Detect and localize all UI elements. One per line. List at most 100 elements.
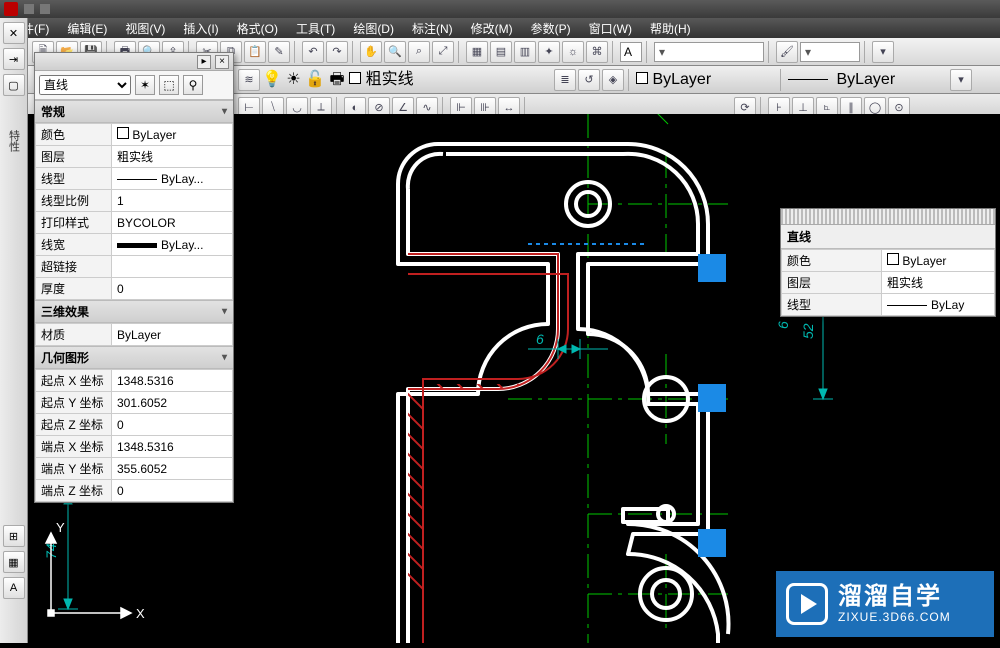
select-objects-icon[interactable]: ⬚ <box>159 75 179 95</box>
app-icon[interactable] <box>4 2 18 16</box>
close-icon[interactable]: ✕ <box>3 22 25 44</box>
prop-label: 端点 Y 坐标 <box>36 458 112 480</box>
layer-prev-icon[interactable]: ↺ <box>578 69 600 91</box>
prop-label: 端点 X 坐标 <box>36 436 112 458</box>
paste-icon[interactable]: 📋 <box>244 41 266 63</box>
titlebar-qat <box>0 0 1000 18</box>
prop-value[interactable]: 355.6052 <box>112 458 233 480</box>
menu-format[interactable]: 格式(O) <box>237 20 278 37</box>
undo-icon[interactable]: ↶ <box>302 41 324 63</box>
qat-item[interactable] <box>24 4 34 14</box>
close-panel-icon[interactable]: × <box>215 55 229 69</box>
sheet-icon[interactable]: ▤ <box>490 41 512 63</box>
object-type-selector[interactable]: 直线 <box>39 75 131 95</box>
prop-value[interactable]: 粗实线 <box>882 272 995 294</box>
separator <box>294 41 298 63</box>
prop-value[interactable]: 0 <box>112 278 233 300</box>
menu-tools[interactable]: 工具(T) <box>296 20 335 37</box>
zoom-icon[interactable]: 🔍 <box>384 41 406 63</box>
color-value: ByLayer <box>652 71 711 88</box>
prop-value[interactable] <box>112 256 233 278</box>
prop-value[interactable]: BYCOLOR <box>112 212 233 234</box>
menu-draw[interactable]: 绘图(D) <box>353 20 394 37</box>
match-icon[interactable]: ✎ <box>268 41 290 63</box>
ucs-y-label: Y <box>56 520 65 535</box>
prop-label: 图层 <box>36 146 112 168</box>
menu-window[interactable]: 窗口(W) <box>589 20 632 37</box>
watermark: 溜溜自学 ZIXUE.3D66.COM <box>776 571 994 637</box>
prop-value[interactable]: ByLay <box>882 294 995 316</box>
zoom-ext-icon[interactable]: ⤢ <box>432 41 454 63</box>
layer-mgr-icon[interactable]: ≋ <box>238 69 260 91</box>
separator <box>628 69 632 91</box>
menu-modify[interactable]: 修改(M) <box>471 20 513 37</box>
layer-iso-icon[interactable]: ◈ <box>602 69 624 91</box>
prop-value[interactable]: 1348.5316 <box>112 436 233 458</box>
prop-value[interactable]: 粗实线 <box>112 146 233 168</box>
markup-icon[interactable]: ☼ <box>562 41 584 63</box>
prop-label: 线型 <box>36 168 112 190</box>
properties-panel: ▸ × 直线 ✶ ⬚ ⚲ 常规 颜色 ByLayer 图层粗实线 线型ByLay… <box>34 52 234 503</box>
prop-value[interactable]: 0 <box>112 414 233 436</box>
section-3d[interactable]: 三维效果 <box>35 300 233 323</box>
more-icon[interactable]: ▾ <box>950 69 972 91</box>
prop-label: 线型比例 <box>36 190 112 212</box>
box-icon[interactable]: ▢ <box>3 74 25 96</box>
linetype-value: ByLayer <box>836 71 895 88</box>
section-geom[interactable]: 几何图形 <box>35 346 233 369</box>
props-icon[interactable]: ▦ <box>466 41 488 63</box>
prop-value[interactable]: ByLay... <box>112 234 233 256</box>
qat-item[interactable] <box>40 4 50 14</box>
grip-endpoint[interactable] <box>698 254 726 282</box>
annoscale-dropdown[interactable] <box>800 42 860 62</box>
text-a-icon[interactable]: A <box>3 577 25 599</box>
prop-value[interactable]: ByLayer <box>112 324 233 346</box>
drag-grip-icon[interactable] <box>781 209 995 225</box>
grid-icon[interactable]: ⊞ <box>3 525 25 547</box>
menu-help[interactable]: 帮助(H) <box>650 20 691 37</box>
quickprops-title: 直线 <box>781 225 995 249</box>
text-style-field[interactable] <box>620 42 642 62</box>
zoom-win-icon[interactable]: ⌕ <box>408 41 430 63</box>
grip-endpoint[interactable] <box>698 529 726 557</box>
table-icon[interactable]: ▦ <box>3 551 25 573</box>
layer-name: 粗实线 <box>366 71 414 88</box>
brush-icon[interactable]: 🖌 <box>776 41 798 63</box>
redo-icon[interactable]: ↷ <box>326 41 348 63</box>
section-general[interactable]: 常规 <box>35 100 233 123</box>
pan-icon[interactable]: ✋ <box>360 41 382 63</box>
prop-label: 颜色 <box>36 124 112 146</box>
prop-value[interactable]: ByLayer <box>112 124 233 146</box>
qcalc-icon[interactable]: ⌘ <box>586 41 608 63</box>
prop-value[interactable]: 1348.5316 <box>112 370 233 392</box>
panel-header[interactable]: ▸ × <box>35 53 233 71</box>
more-icon[interactable]: ▾ <box>872 41 894 63</box>
prop-value[interactable]: 301.6052 <box>112 392 233 414</box>
geom-table: 起点 X 坐标1348.5316 起点 Y 坐标301.6052 起点 Z 坐标… <box>35 369 233 502</box>
quick-select-icon[interactable]: ⚲ <box>183 75 203 95</box>
menu-param[interactable]: 参数(P) <box>531 20 571 37</box>
menu-view[interactable]: 视图(V) <box>125 20 165 37</box>
color-dropdown[interactable]: ByLayer <box>636 71 776 89</box>
linetype-dropdown[interactable]: ByLayer <box>788 71 948 89</box>
prop-value[interactable]: ByLayer <box>882 250 995 272</box>
prop-value[interactable]: ByLay... <box>112 168 233 190</box>
color-swatch <box>636 72 648 84</box>
textstyle-dropdown[interactable] <box>654 42 764 62</box>
quickprops-table: 颜色 ByLayer 图层粗实线 线型ByLay <box>781 249 995 316</box>
prop-value[interactable]: 1 <box>112 190 233 212</box>
menu-insert[interactable]: 插入(I) <box>183 20 218 37</box>
arrow-icon[interactable]: ⇥ <box>3 48 25 70</box>
anchor-icon[interactable]: ▸ <box>197 55 211 69</box>
tool-pal-icon[interactable]: ▥ <box>514 41 536 63</box>
grip-midpoint[interactable] <box>698 384 726 412</box>
menu-edit[interactable]: 编辑(E) <box>67 20 107 37</box>
layer-dropdown[interactable]: 💡 ☀ 🔓 🖶 粗实线 <box>262 65 552 95</box>
dc-icon[interactable]: ✦ <box>538 41 560 63</box>
layer-states-icon[interactable]: ≣ <box>554 69 576 91</box>
lock-icon: 🔓 <box>305 71 325 88</box>
pickadd-icon[interactable]: ✶ <box>135 75 155 95</box>
menu-annotate[interactable]: 标注(N) <box>412 20 453 37</box>
quick-properties-panel[interactable]: 直线 颜色 ByLayer 图层粗实线 线型ByLay <box>780 208 996 317</box>
prop-value[interactable]: 0 <box>112 480 233 502</box>
